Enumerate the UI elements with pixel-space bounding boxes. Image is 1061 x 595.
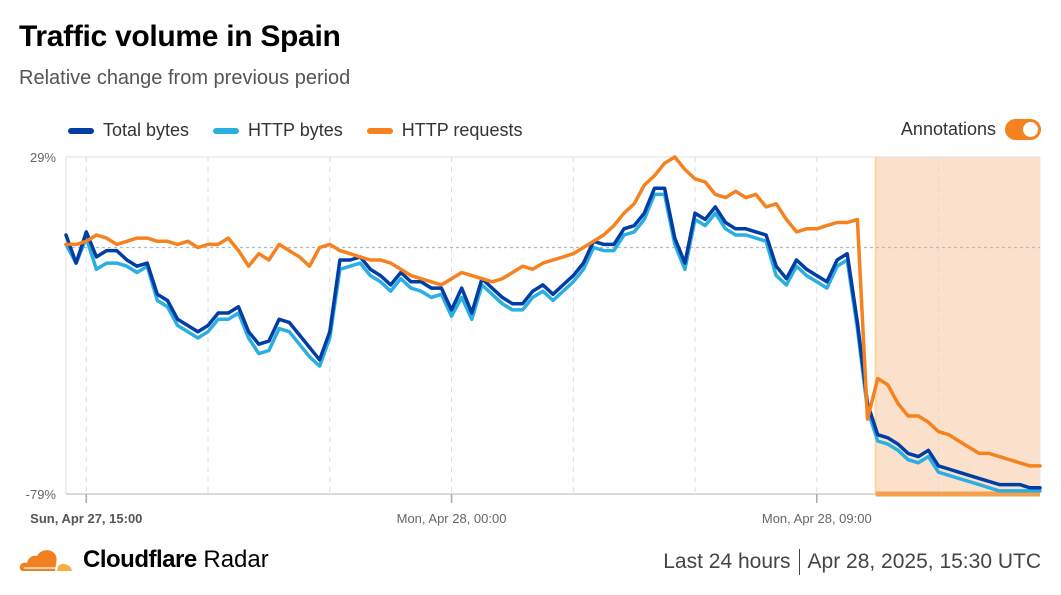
y-tick-label: 29%	[30, 150, 56, 165]
plot-area: 29% -79% Sun, Apr 27, 15:00 Mon, Apr 28, 00…	[26, 150, 1042, 526]
brand-name: Cloudflare Radar	[83, 546, 269, 573]
legend: Total bytes HTTP bytes HTTP requests	[68, 120, 522, 141]
annotations-control: Annotations	[901, 119, 1041, 140]
legend-item-http-bytes[interactable]: HTTP bytes	[213, 120, 343, 141]
toggle-knob	[1023, 122, 1038, 137]
separator	[798, 549, 800, 575]
footer-meta: Last 24 hours Apr 28, 2025, 15:30 UTC	[663, 549, 1041, 575]
y-tick-label: -79%	[26, 487, 57, 502]
chart-title: Traffic volume in Spain	[19, 20, 341, 53]
series-line-http-bytes	[64, 192, 1042, 493]
legend-swatch-total-bytes	[68, 127, 94, 134]
legend-item-http-requests[interactable]: HTTP requests	[366, 120, 523, 141]
legend-label: HTTP requests	[401, 120, 523, 140]
legend-item-total-bytes[interactable]: Total bytes	[68, 120, 189, 141]
annotations-label: Annotations	[900, 119, 996, 139]
annotation-region	[875, 157, 1040, 494]
timestamp: Apr 28, 2025, 15:30 UTC	[807, 550, 1041, 573]
series-line-http-requests	[64, 155, 1042, 468]
annotations-toggle[interactable]	[1005, 119, 1041, 140]
legend-label: Total bytes	[103, 120, 190, 140]
legend-label: HTTP bytes	[248, 120, 343, 140]
legend-swatch-http-requests	[366, 127, 393, 134]
chart-subtitle: Relative change from previous period	[19, 67, 351, 89]
x-tick-label: Mon, Apr 28, 00:00	[397, 511, 507, 526]
time-range: Last 24 hours	[663, 550, 791, 573]
series-line-total-bytes	[64, 186, 1042, 490]
x-tick-label: Sun, Apr 27, 15:00	[30, 511, 142, 526]
cloudflare-radar-logo: Cloudflare Radar	[19, 546, 269, 574]
legend-swatch-http-bytes	[213, 127, 240, 134]
cloudflare-cloud-icon	[19, 550, 72, 571]
x-tick-label: Mon, Apr 28, 09:00	[762, 511, 872, 526]
